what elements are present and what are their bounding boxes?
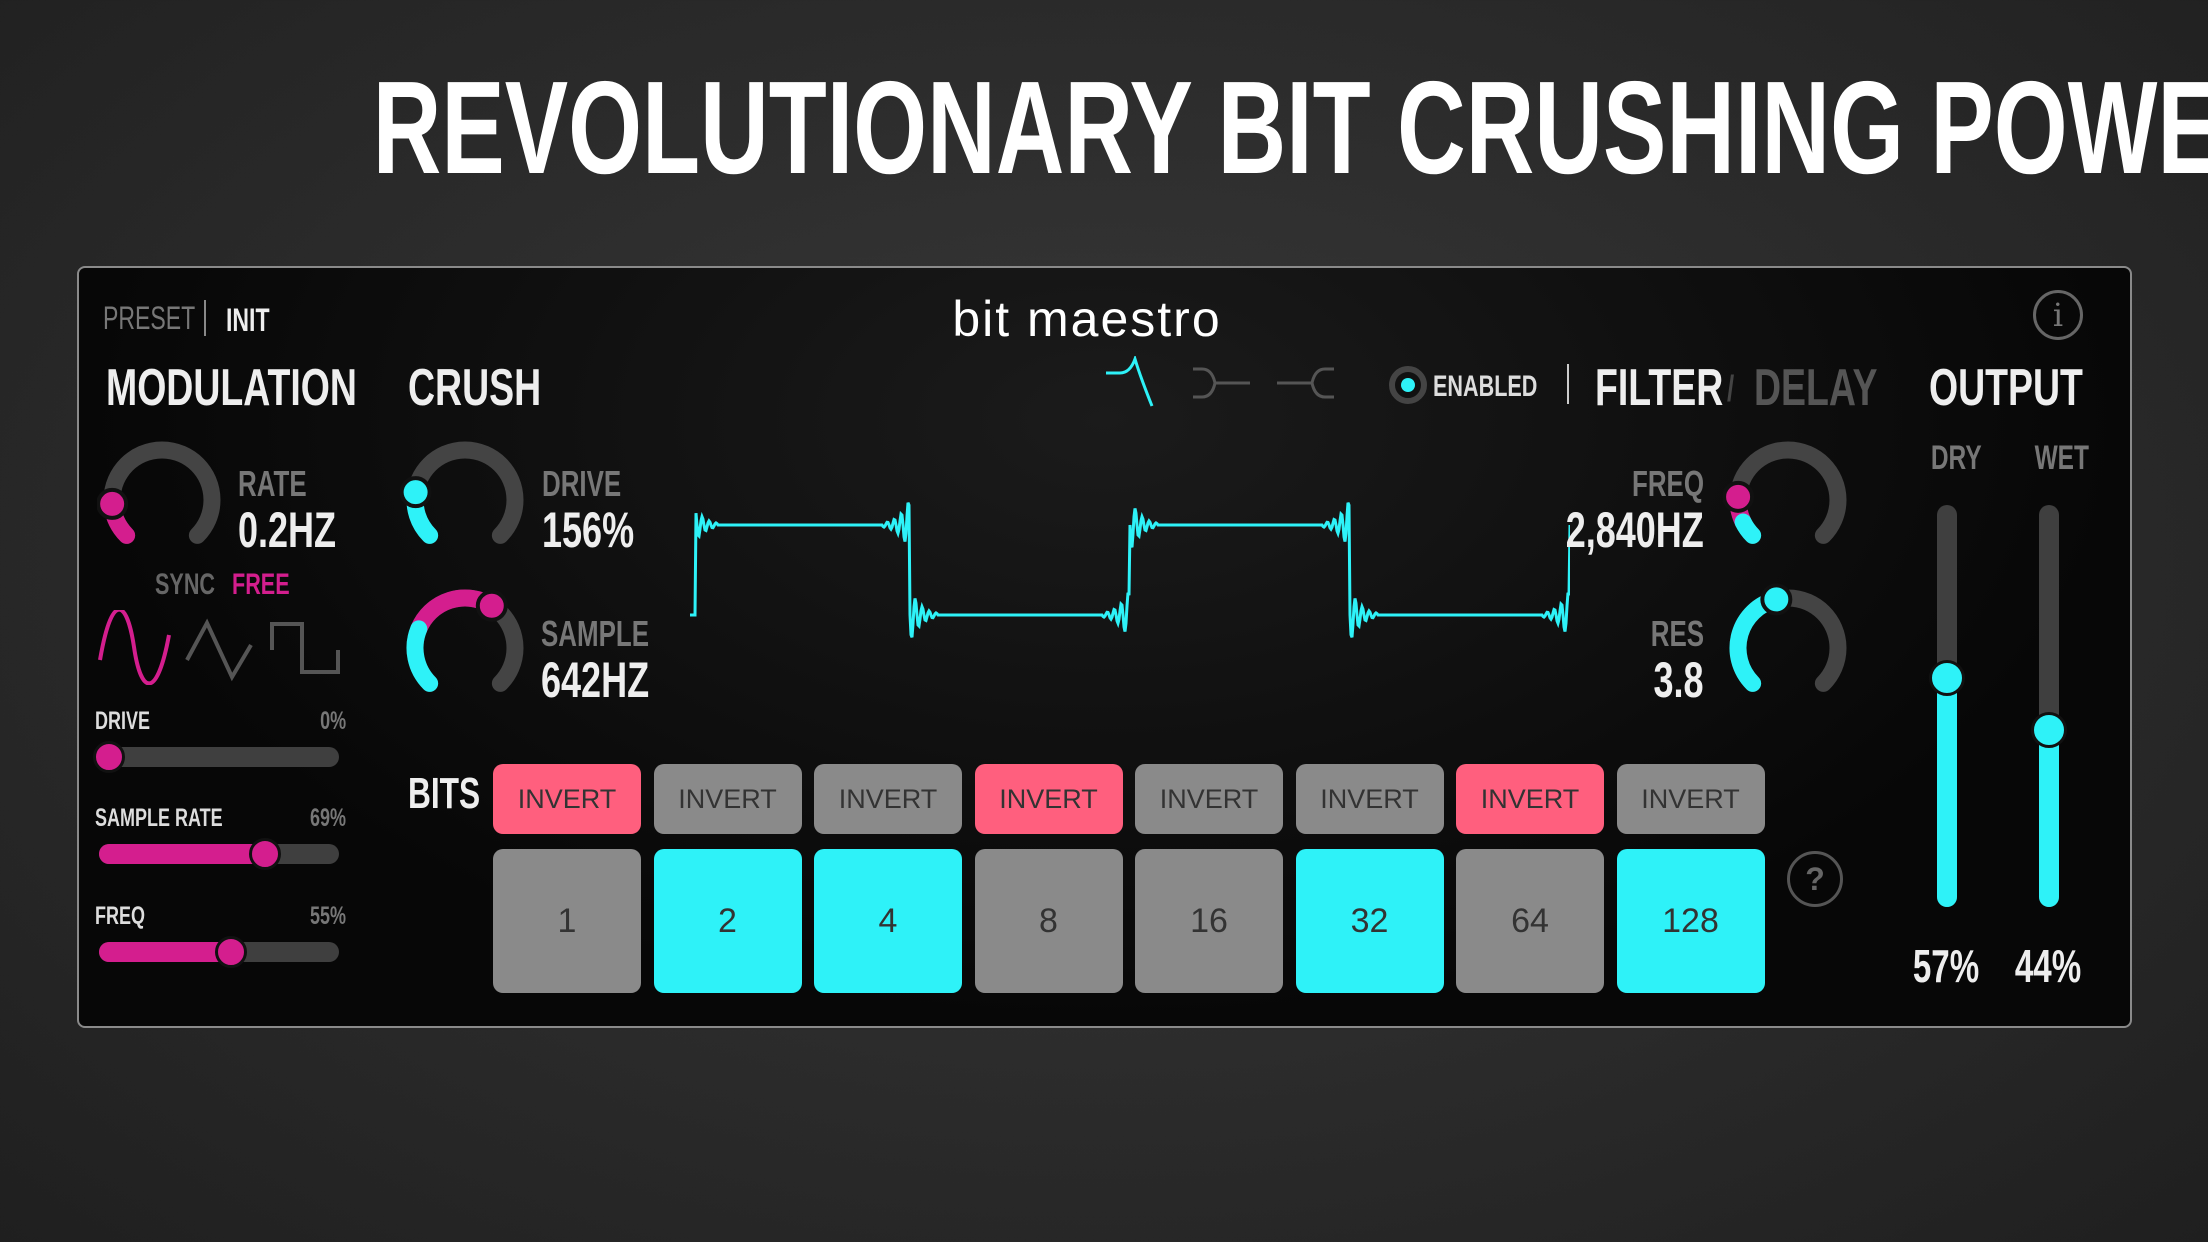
drive-value: 156%: [542, 502, 635, 558]
highpass-filter-icon[interactable]: [1272, 366, 1337, 401]
bit-toggle-4[interactable]: 4: [814, 849, 962, 993]
knob-handle[interactable]: [400, 476, 432, 509]
knob-handle[interactable]: [1723, 480, 1755, 513]
slider-thumb[interactable]: [215, 936, 247, 968]
square-wave-icon[interactable]: [270, 620, 342, 680]
res-value: 3.8: [1653, 652, 1704, 708]
slider-label: SAMPLE RATE: [95, 804, 223, 832]
sample-knob[interactable]: [400, 583, 530, 713]
rate-label: RATE: [238, 463, 307, 504]
wet-label: WET: [2034, 439, 2089, 477]
invert-button[interactable]: INVERT: [974, 764, 1123, 834]
drive-label: DRIVE: [542, 463, 622, 504]
sample-rate-slider[interactable]: [99, 838, 339, 870]
dry-slider-thumb[interactable]: [1929, 659, 1965, 696]
slider-value: 0%: [319, 707, 346, 735]
wet-value: 44%: [2014, 940, 2082, 992]
bits-label: BITS: [408, 769, 481, 818]
freq-label: FREQ: [1631, 463, 1704, 504]
bit-toggle-2[interactable]: 2: [653, 849, 802, 993]
tab-delay[interactable]: DELAY: [1754, 359, 1878, 417]
filter-res-knob[interactable]: [1723, 583, 1853, 713]
waveform-display: [690, 502, 1570, 638]
help-icon[interactable]: ?: [1787, 851, 1843, 907]
slider-value: 55%: [309, 902, 346, 930]
bit-toggle-8[interactable]: 8: [974, 849, 1123, 993]
invert-button[interactable]: INVERT: [1135, 764, 1283, 834]
triangle-wave-icon[interactable]: [185, 615, 255, 685]
modulation-title: MODULATION: [106, 359, 357, 417]
tab-separator: /: [1727, 368, 1735, 409]
filter-freq-knob[interactable]: [1723, 435, 1853, 565]
knob-handle[interactable]: [97, 487, 129, 520]
preset-label: PRESET: [103, 300, 196, 336]
invert-button[interactable]: INVERT: [814, 764, 962, 834]
sine-wave-icon[interactable]: [97, 610, 172, 685]
preset-value[interactable]: INIT: [226, 302, 270, 338]
slider-label: DRIVE: [95, 707, 151, 735]
freq-slider[interactable]: [99, 936, 339, 968]
dry-slider[interactable]: [1929, 505, 1965, 907]
wet-slider-thumb[interactable]: [2031, 712, 2067, 749]
slider-thumb[interactable]: [248, 838, 281, 870]
slider-thumb[interactable]: [92, 741, 125, 773]
knob-value-arc: [1734, 513, 1762, 544]
invert-button[interactable]: INVERT: [1616, 764, 1765, 834]
enabled-label: ENABLED: [1433, 370, 1538, 403]
waveform-line: [690, 502, 1570, 638]
logo: bit maestro: [952, 291, 1222, 347]
rate-knob[interactable]: [97, 435, 227, 565]
header-divider: [1567, 364, 1569, 404]
wet-slider[interactable]: [2031, 505, 2067, 907]
freq-value: 2,840HZ: [1565, 502, 1704, 558]
tab-filter[interactable]: FILTER: [1595, 359, 1724, 417]
preset-divider: [204, 300, 206, 336]
crush-title: CRUSH: [408, 359, 542, 417]
preset-selector[interactable]: PRESET: [103, 302, 231, 334]
slider-label: FREQ: [95, 902, 146, 930]
bit-toggle-64[interactable]: 64: [1456, 849, 1604, 993]
res-label: RES: [1650, 613, 1704, 654]
output-title: OUTPUT: [1929, 359, 2083, 417]
enabled-radio[interactable]: [1389, 366, 1427, 404]
invert-button[interactable]: INVERT: [1456, 764, 1604, 834]
invert-button[interactable]: INVERT: [653, 764, 802, 834]
page-title: REVOLUTIONARY BIT CRUSHING POWER: [372, 54, 2208, 201]
bit-toggle-128[interactable]: 128: [1616, 849, 1765, 993]
sample-label: SAMPLE: [541, 613, 650, 654]
knob-handle[interactable]: [1760, 583, 1793, 616]
invert-button[interactable]: INVERT: [493, 764, 641, 834]
drive-knob[interactable]: [400, 435, 530, 565]
rate-value: 0.2HZ: [238, 502, 337, 558]
bit-toggle-32[interactable]: 32: [1295, 849, 1444, 993]
dry-value: 57%: [1912, 940, 1980, 992]
info-icon[interactable]: i: [2033, 290, 2083, 340]
lowpass-filter-icon[interactable]: [1100, 356, 1175, 411]
drive-slider[interactable]: [92, 741, 339, 773]
invert-button[interactable]: INVERT: [1295, 764, 1444, 834]
free-toggle[interactable]: FREE: [232, 568, 290, 601]
sync-toggle[interactable]: SYNC: [155, 568, 216, 601]
bit-toggle-16[interactable]: 16: [1135, 849, 1283, 993]
knob-value-arc: [406, 620, 439, 692]
dry-label: DRY: [1930, 439, 1982, 477]
sample-value: 642HZ: [541, 652, 650, 708]
slider-value: 69%: [309, 804, 346, 832]
bit-toggle-1[interactable]: 1: [493, 849, 641, 993]
knob-handle[interactable]: [475, 589, 508, 622]
bandpass-filter-icon[interactable]: [1190, 366, 1255, 401]
